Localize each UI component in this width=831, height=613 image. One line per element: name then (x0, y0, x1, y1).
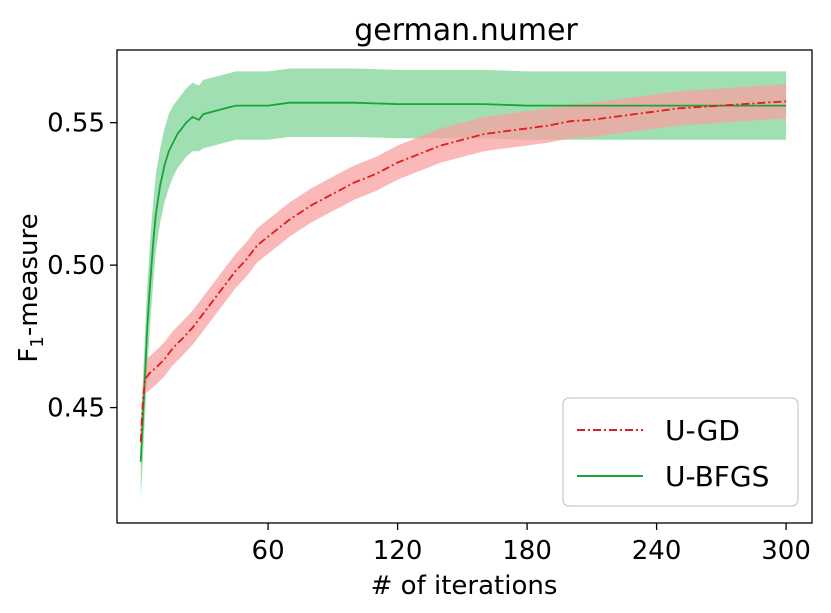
line-u-bfgs (139, 101, 787, 462)
y-tick-label: 0.55 (47, 109, 105, 139)
y-axis-title-rest: -measure (14, 213, 44, 336)
plot-frame (116, 49, 813, 524)
legend: U-GD U-BFGS (562, 397, 799, 507)
y-axis-title: F1-measure (14, 213, 48, 362)
confidence-bands (140, 68, 787, 499)
x-tick-label: 240 (632, 536, 682, 566)
y-axis-title-subscript: 1 (27, 336, 48, 347)
legend-label-u-gd: U-GD (665, 414, 740, 447)
series-lines (139, 100, 787, 462)
chart-title: german.numer (354, 13, 578, 48)
y-tick-label: 0.45 (47, 394, 105, 424)
x-tick-label: 60 (252, 536, 285, 566)
y-axis-title-main: F (14, 348, 44, 363)
x-axis-title: # of iterations (371, 571, 558, 601)
legend-box (562, 397, 799, 507)
y-tick-label: 0.50 (47, 251, 105, 281)
legend-label-u-bfgs: U-BFGS (665, 460, 769, 493)
x-tick-label: 120 (373, 536, 423, 566)
x-tick-label: 180 (502, 536, 552, 566)
y-axis-ticks: 0.45 0.50 0.55 (47, 109, 117, 424)
x-axis-ticks: 60 120 180 240 300 (252, 523, 811, 566)
x-tick-label: 300 (761, 536, 811, 566)
band-u-gd (140, 84, 787, 459)
